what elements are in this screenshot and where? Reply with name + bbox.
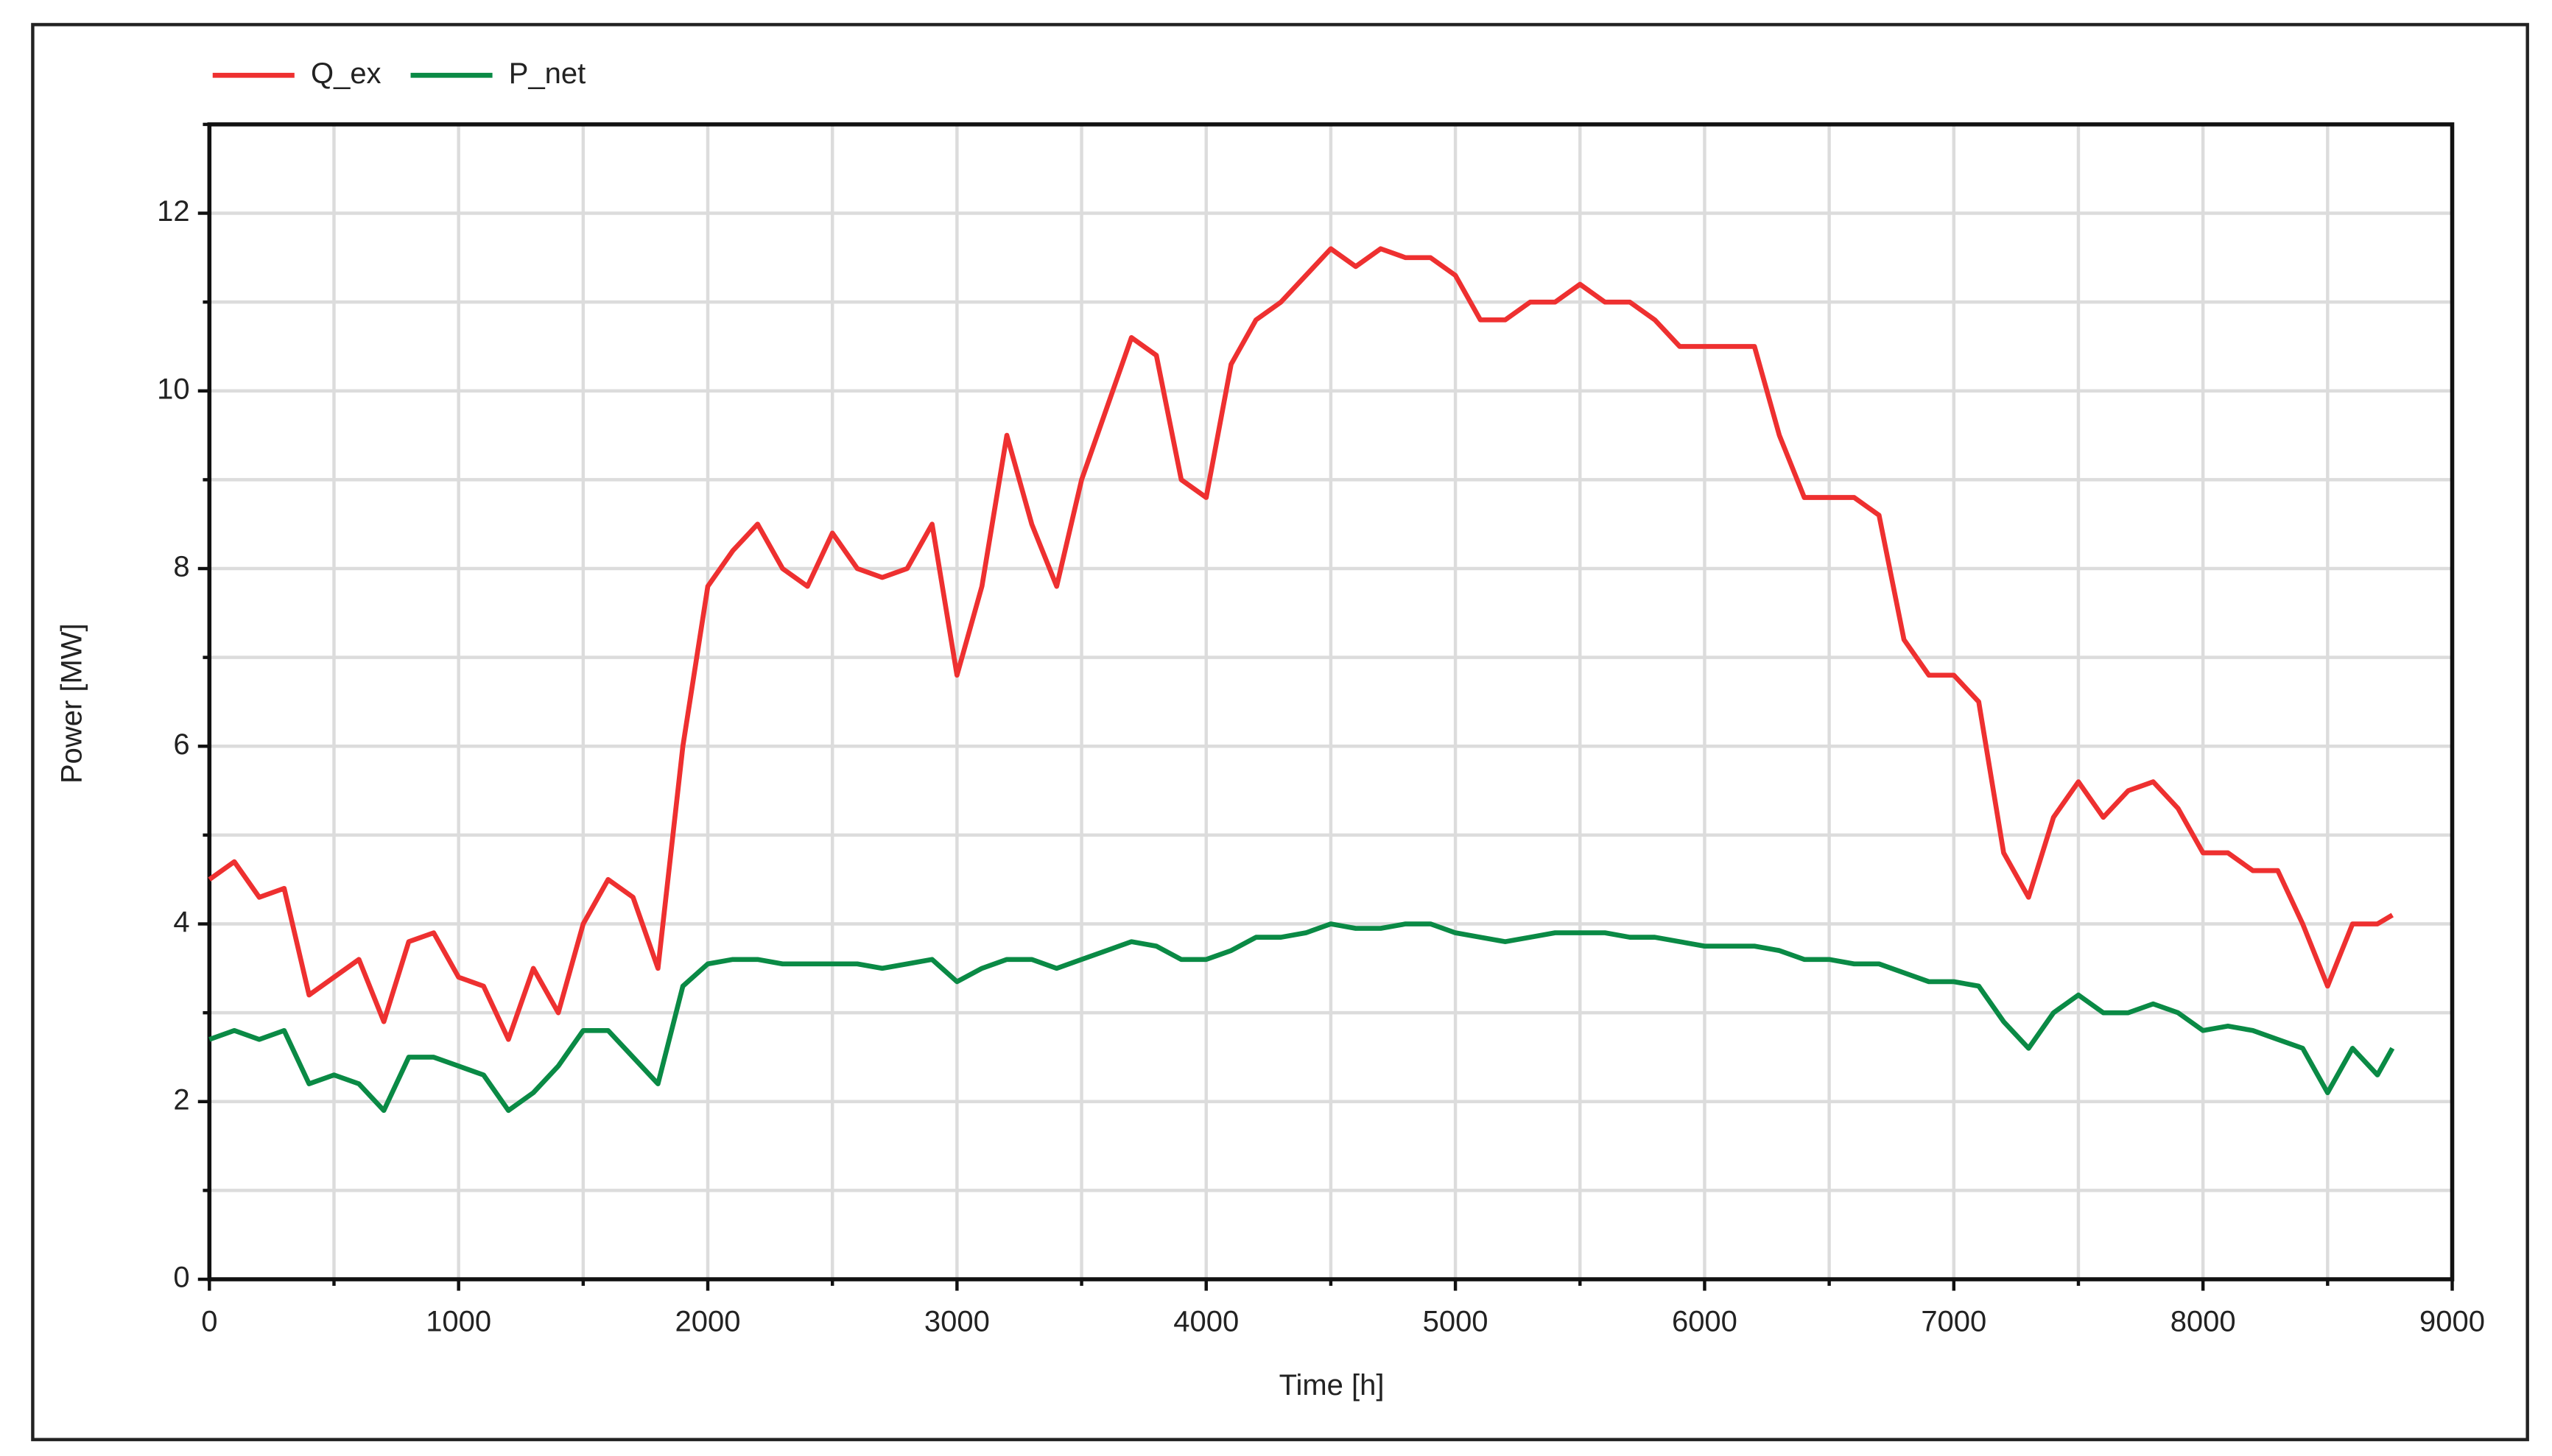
x-tick-label: 9000	[2419, 1306, 2485, 1338]
outer-frame	[31, 23, 2529, 1441]
x-tick-label: 1000	[426, 1306, 491, 1338]
y-axis-label: Power [MW]	[56, 623, 88, 784]
data-line	[208, 246, 2394, 1042]
x-tick-label: 5000	[1423, 1306, 1488, 1338]
x-axis-label: Time [h]	[1279, 1369, 1385, 1402]
legend-label: P_net	[509, 57, 586, 90]
legend-label: Q_ex	[311, 57, 382, 90]
y-tick-label: 10	[157, 373, 189, 405]
x-tick-label: 8000	[2170, 1306, 2236, 1338]
x-tick-label: 0	[201, 1306, 217, 1338]
y-tick-label: 12	[157, 195, 189, 228]
y-tick-label: 8	[173, 551, 189, 583]
y-tick-label: 6	[173, 728, 189, 761]
data-line	[208, 921, 2395, 1114]
x-tick-label: 4000	[1173, 1306, 1239, 1338]
x-tick-label: 6000	[1672, 1306, 1737, 1338]
y-tick-label: 0	[173, 1262, 189, 1294]
x-tick-label: 2000	[675, 1306, 741, 1338]
y-tick-label: 4	[173, 906, 189, 938]
x-tick-label: 3000	[924, 1306, 990, 1338]
y-tick-label: 2	[173, 1083, 189, 1116]
x-tick-label: 7000	[1921, 1306, 1986, 1338]
